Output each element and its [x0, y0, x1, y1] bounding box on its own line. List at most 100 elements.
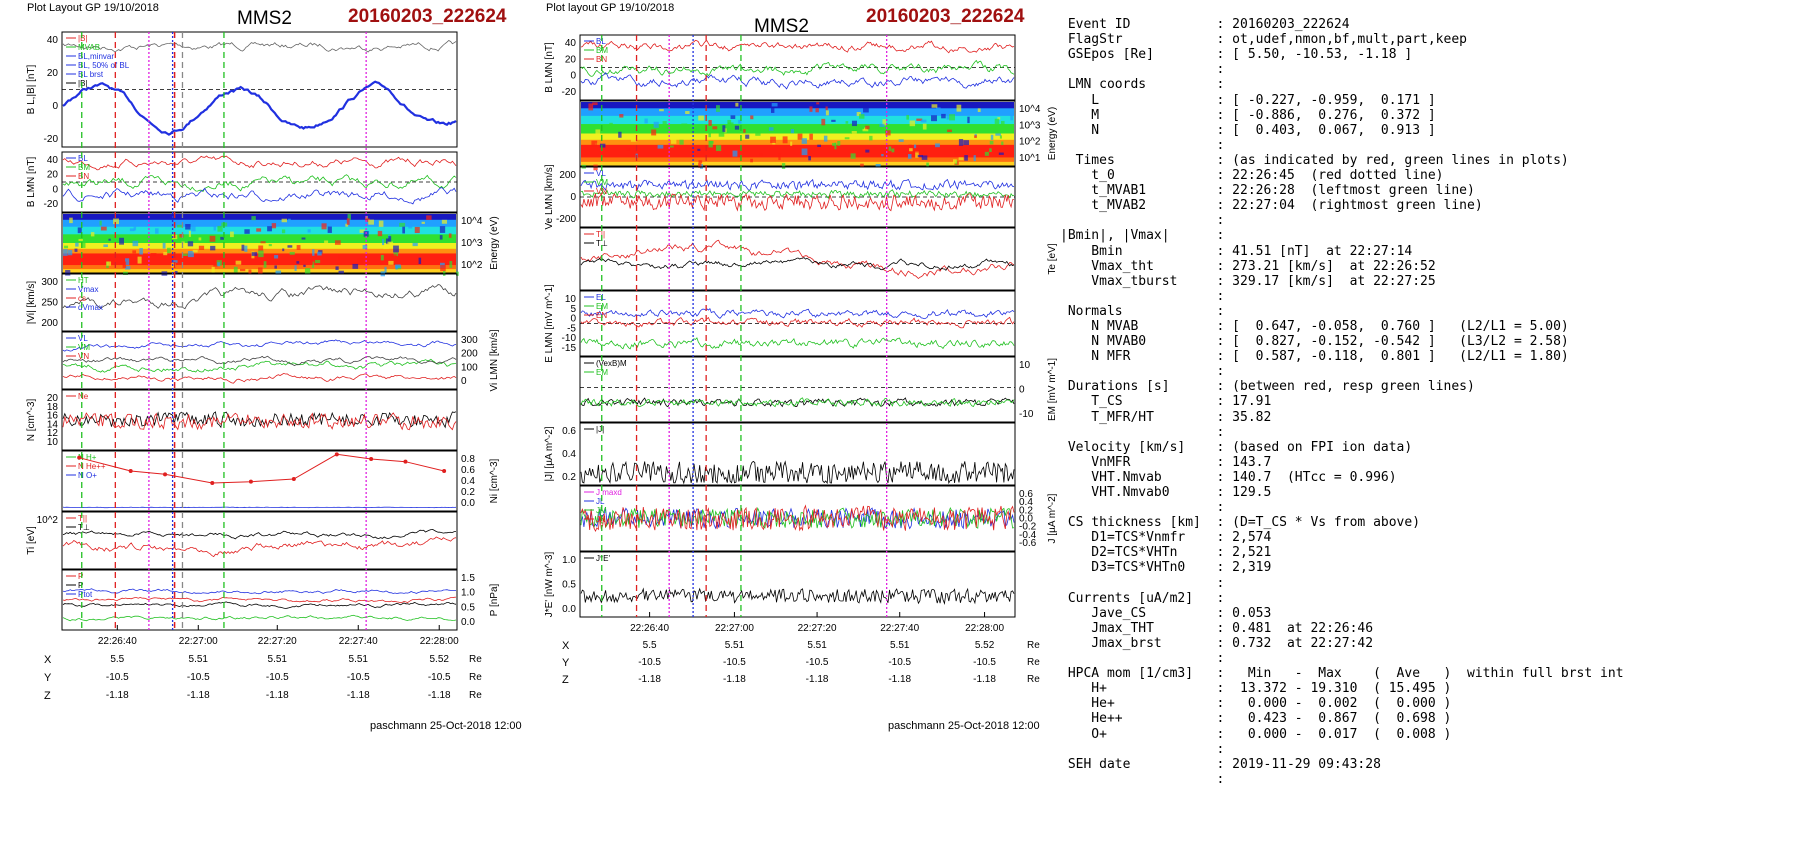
- spectrogram-speckle: [274, 265, 277, 269]
- spectrogram-speckle: [167, 247, 171, 254]
- series-line: [580, 178, 1015, 192]
- spectrogram-speckle: [312, 249, 315, 256]
- x-tick-label: 22:27:20: [798, 623, 837, 634]
- spectrogram-speckle: [188, 230, 191, 237]
- series-line: [62, 155, 457, 171]
- spectrogram-speckle: [825, 106, 828, 111]
- spectrogram-band: [581, 108, 1014, 117]
- legend-entry: P: [78, 581, 83, 590]
- spectrogram-speckle: [917, 155, 923, 158]
- spectrogram-speckle: [414, 226, 420, 234]
- spectrogram-speckle: [946, 112, 950, 120]
- spectrogram-speckle: [941, 113, 946, 119]
- spectrogram-speckle: [999, 135, 1002, 139]
- legend-entry: JN: [596, 515, 606, 524]
- spectrogram-speckle: [412, 242, 418, 247]
- middle-coord-y-label: Y: [562, 657, 570, 669]
- summary-line: t_MVAB1 : 22:26:28 (leftmost green line): [1060, 183, 1475, 199]
- panel-frame: [579, 551, 1016, 618]
- y-tick-label: 0.2: [562, 472, 576, 483]
- event-summary-text: Event ID : 20160203_222624 FlagStr : ot,…: [1060, 2, 1624, 787]
- spectrogram-speckle: [248, 269, 252, 274]
- ni-he-point: [77, 455, 82, 460]
- x-tick-label: 22:27:20: [258, 636, 297, 647]
- panel-frame: [61, 511, 458, 570]
- series-line: [62, 174, 457, 193]
- panel-frame: [579, 356, 1016, 423]
- spectrogram-speckle: [408, 222, 413, 229]
- spectrogram-speckle: [716, 105, 720, 112]
- y-tick-label: 0: [52, 101, 58, 112]
- spectrogram-speckle: [698, 160, 703, 164]
- panel-frame: [579, 485, 1016, 552]
- spectrogram-speckle: [119, 237, 124, 245]
- series-line: [580, 59, 1015, 77]
- left-event-title: 20160203_222624: [348, 6, 507, 27]
- spectrogram-speckle: [914, 148, 920, 153]
- y-tick-label: 300: [41, 277, 58, 288]
- summary-line: N MVAB : [ 0.647, -0.058, 0.760 ] (L2/L1…: [1060, 318, 1569, 334]
- spectrogram-speckle: [67, 250, 73, 256]
- spectrogram-speckle: [388, 260, 394, 265]
- spectrogram-speckle: [198, 237, 202, 241]
- y-tick-label: -20: [44, 134, 59, 145]
- summary-line: :: [1060, 575, 1225, 591]
- spectrogram-speckle: [821, 118, 826, 126]
- y-axis-label: B L,|B| [nT]: [26, 64, 37, 114]
- spectrogram-speckle: [662, 121, 667, 127]
- spectrogram-speckle: [734, 125, 740, 130]
- y-tick-label: 0.5: [562, 580, 576, 591]
- spectrogram-speckle: [618, 131, 622, 138]
- summary-line: T_CS : 17.91: [1060, 394, 1272, 410]
- y-tick-label: 16: [47, 411, 59, 422]
- legend-entry: BL,minvar: [78, 52, 114, 61]
- spectrogram-band: [581, 133, 1014, 141]
- spectrogram-speckle: [439, 235, 443, 240]
- spectrogram-speckle: [380, 254, 384, 261]
- summary-line: Jave_CS : 0.053: [1060, 605, 1272, 621]
- coordinate-value: -1.18: [347, 690, 370, 701]
- spectrogram-speckle: [100, 226, 107, 231]
- summary-line: D3=TCS*VHTn0 : 2,319: [1060, 560, 1272, 576]
- coordinate-value: -1.18: [973, 674, 996, 685]
- spectrogram-speckle: [926, 162, 929, 167]
- spectrogram-speckle: [599, 143, 606, 148]
- spectrogram-speckle: [849, 123, 854, 128]
- coordinate-value: 5.52: [975, 640, 995, 651]
- series-line: [580, 72, 1015, 90]
- summary-line: L : [ -0.227, -0.959, 0.171 ]: [1060, 92, 1436, 108]
- middle-event-title: 20160203_222624: [866, 6, 1025, 27]
- y-tick-label: 10^3: [1019, 120, 1041, 131]
- panel-frame: [61, 273, 458, 332]
- spectrogram-speckle: [192, 249, 198, 253]
- spectrogram-speckle: [395, 265, 398, 270]
- summary-line: N : [ 0.403, 0.067, 0.913 ]: [1060, 122, 1436, 138]
- spectrogram-speckle: [108, 238, 111, 241]
- series-line: [62, 187, 457, 205]
- spectrogram-speckle: [230, 231, 234, 238]
- series-line: [580, 316, 1015, 329]
- y-axis-label: N [cm^-3]: [26, 399, 37, 442]
- series-line: [62, 40, 457, 53]
- spectrogram-speckle: [418, 257, 422, 265]
- spectrogram-speckle: [949, 114, 955, 121]
- spectrogram-band: [581, 115, 1014, 125]
- y-tick-label: -5: [567, 323, 576, 334]
- spectrogram-speckle: [448, 233, 452, 238]
- spectrogram-speckle: [698, 163, 702, 168]
- summary-line: :: [1060, 213, 1225, 229]
- spectrogram-speckle: [931, 115, 937, 122]
- spectrogram-speckle: [362, 244, 368, 250]
- panel-frame: [579, 100, 1016, 167]
- y-axis-label: Ni [cm^-3]: [489, 458, 500, 503]
- spectrogram-speckle: [913, 144, 917, 149]
- spectrogram-speckle: [759, 152, 763, 157]
- y-axis-label: Energy (eV): [489, 216, 500, 269]
- spectrogram-speckle: [881, 153, 884, 157]
- y-tick-label: 10: [47, 437, 59, 448]
- spectrogram-speckle: [198, 245, 205, 250]
- y-axis-label: P [nPa]: [489, 583, 500, 616]
- coordinate-unit: Re: [1027, 674, 1040, 685]
- spectrogram-band: [63, 214, 456, 221]
- spectrogram-speckle: [844, 137, 850, 140]
